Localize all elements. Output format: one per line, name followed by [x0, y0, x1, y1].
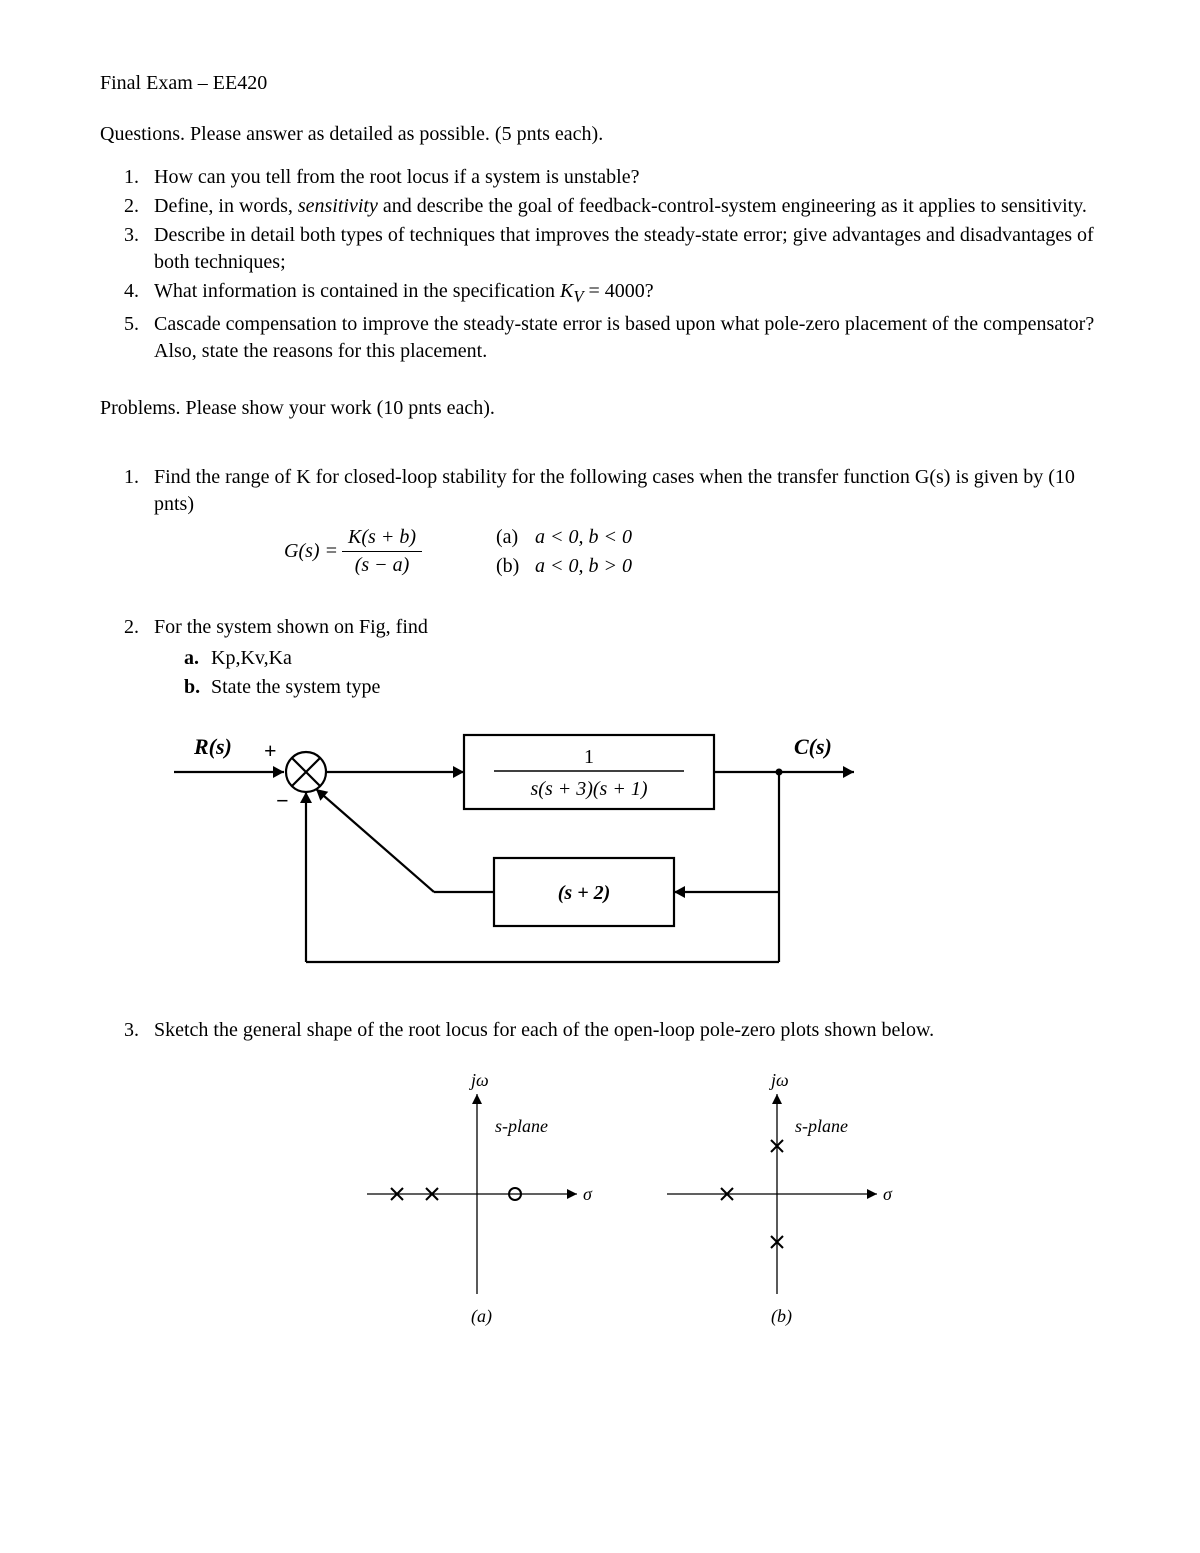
case-b-label: (b) [496, 553, 530, 580]
problem-1-text: Find the range of K for closed-loop stab… [154, 466, 1075, 515]
question-item-1: How can you tell from the root locus if … [144, 164, 1100, 191]
splane-plots: jω σ s-plane (a) jω σ s-plane (b) [154, 1064, 1100, 1334]
gs-numerator: K(s + b) [342, 524, 422, 551]
svg-text:jω: jω [769, 1070, 789, 1090]
svg-text:C(s): C(s) [794, 734, 832, 759]
case-b: a < 0, b > 0 [535, 555, 632, 577]
question-item-2: Define, in words, sensitivity and descri… [144, 193, 1100, 220]
gs-denominator: (s − a) [349, 552, 416, 579]
problems-intro: Problems. Please show your work (10 pnts… [100, 395, 1100, 422]
svg-text:s-plane: s-plane [795, 1116, 848, 1136]
questions-list: How can you tell from the root locus if … [100, 164, 1100, 365]
gs-label: G(s) = [284, 538, 338, 565]
sub-b-text: State the system type [211, 676, 380, 698]
svg-text:−: − [276, 788, 289, 813]
sub-b-label: b. [184, 674, 206, 701]
problem-2: 2 For the system shown on Fig, find a. K… [144, 614, 1100, 985]
gs-fraction: K(s + b) (s − a) [342, 524, 422, 579]
svg-text:(b): (b) [771, 1306, 792, 1327]
problem-2-sublist: a. Kp,Kv,Ka b. State the system type [154, 645, 1100, 701]
svg-text:+: + [264, 738, 277, 763]
block-diagram: R(s) + − 1 s(s + 3)(s + 1) C(s) (s + 2) [154, 717, 1100, 985]
svg-text:1: 1 [584, 746, 594, 768]
svg-text:σ: σ [883, 1184, 893, 1204]
page-title: Final Exam – EE420 [100, 70, 1100, 97]
problem-1-equation: G(s) = K(s + b) (s − a) (a) a < 0, b < 0… [284, 524, 1100, 582]
sub-a-text: Kp,Kv,Ka [211, 647, 292, 669]
question-item-3: Describe in detail both types of techniq… [144, 222, 1100, 276]
problem-1: Find the range of K for closed-loop stab… [144, 464, 1100, 582]
problem-1-cases: (a) a < 0, b < 0 (b) a < 0, b > 0 [496, 524, 632, 582]
svg-text:jω: jω [469, 1070, 489, 1090]
question-item-5: Cascade compensation to improve the stea… [144, 311, 1100, 365]
svg-text:s(s + 3)(s + 1): s(s + 3)(s + 1) [531, 778, 648, 800]
sub-a-label: a. [184, 645, 206, 672]
svg-text:σ: σ [583, 1184, 593, 1204]
problem-2-text: For the system shown on Fig, find [154, 616, 428, 638]
problem-3: Sketch the general shape of the root loc… [144, 1017, 1100, 1334]
case-a: a < 0, b < 0 [535, 526, 632, 548]
svg-text:R(s): R(s) [193, 734, 232, 759]
problem-3-text: Sketch the general shape of the root loc… [154, 1019, 934, 1041]
svg-text:(s + 2): (s + 2) [558, 882, 611, 904]
question-item-4: What information is contained in the spe… [144, 278, 1100, 309]
svg-text:s-plane: s-plane [495, 1116, 548, 1136]
problems-list: Find the range of K for closed-loop stab… [100, 464, 1100, 1334]
questions-intro: Questions. Please answer as detailed as … [100, 121, 1100, 148]
svg-text:(a): (a) [471, 1306, 492, 1327]
case-a-label: (a) [496, 524, 530, 551]
